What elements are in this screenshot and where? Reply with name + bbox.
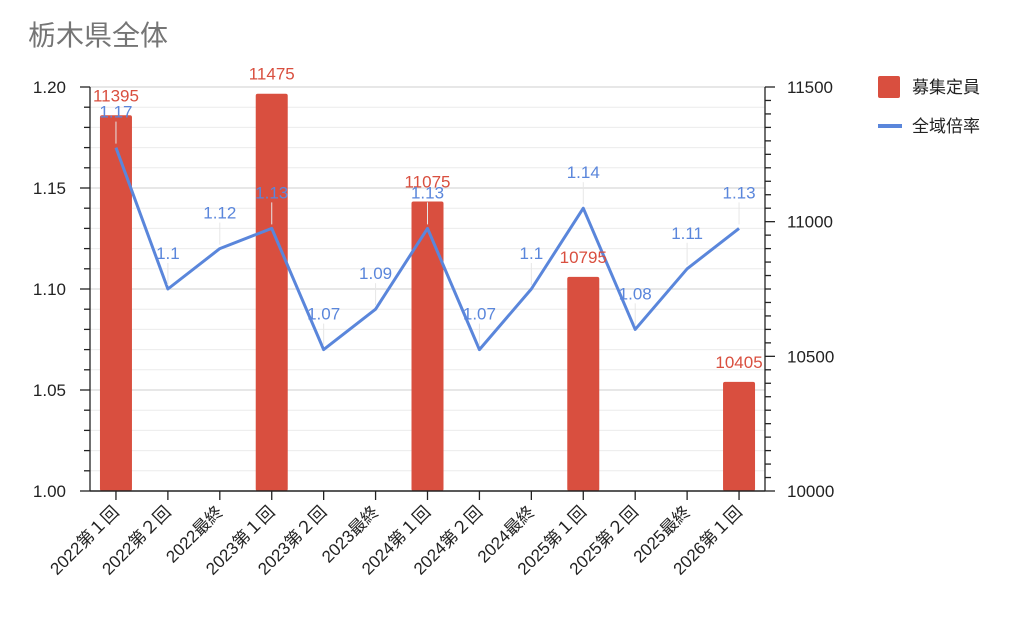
line-data-label: 1.14 (567, 163, 600, 182)
left-tick-label: 1.05 (33, 381, 66, 400)
line-data-label: 1.13 (722, 183, 755, 202)
line-data-label: 1.12 (203, 204, 236, 223)
line-data-label: 1.07 (307, 305, 340, 324)
bar-series (99, 93, 756, 491)
bar-data-label: 10795 (560, 248, 607, 267)
right-tick-label: 11500 (787, 78, 833, 97)
line-data-label: 1.11 (671, 224, 703, 243)
bar-2022第１回 (99, 115, 132, 491)
legend-label: 募集定員 (912, 78, 980, 98)
line-data-label: 1.13 (255, 183, 288, 202)
line-series (114, 147, 740, 352)
right-tick-label: 11000 (787, 213, 833, 232)
line-data-label: 1.09 (359, 264, 392, 283)
bar-2025第１回 (567, 276, 600, 491)
right-tick-label: 10000 (787, 482, 834, 501)
line-data-label: 1.1 (156, 244, 180, 263)
line-data-label: 1.17 (99, 103, 132, 122)
left-tick-label: 1.15 (33, 179, 66, 198)
bar-2024第１回 (411, 201, 444, 491)
left-tick-label: 1.20 (33, 78, 66, 97)
data-labels: 11395 11475 11075 10795 10405 1.17 1.1 1.12 1.13… (93, 65, 763, 372)
legend-swatch-bar (878, 76, 900, 98)
bar-2026第１回 (723, 381, 756, 491)
legend-label: 全域倍率 (912, 117, 980, 137)
bar-data-label: 11475 (249, 65, 295, 84)
right-tick-label: 10500 (787, 347, 834, 366)
left-tick-label: 1.00 (33, 482, 66, 501)
bar-data-label: 11075 (404, 172, 450, 191)
bar-2023第１回 (255, 93, 288, 491)
bar-data-label: 11395 (93, 86, 139, 105)
line-data-label: 1.07 (463, 305, 496, 324)
line-data-label: 1.1 (520, 244, 544, 263)
line-data-label: 1.13 (411, 183, 444, 202)
left-tick-label: 1.10 (33, 280, 66, 299)
line-data-label: 1.08 (619, 284, 652, 303)
chart-title: 栃木県全体 (28, 19, 169, 52)
bar-data-label: 10405 (715, 353, 762, 372)
